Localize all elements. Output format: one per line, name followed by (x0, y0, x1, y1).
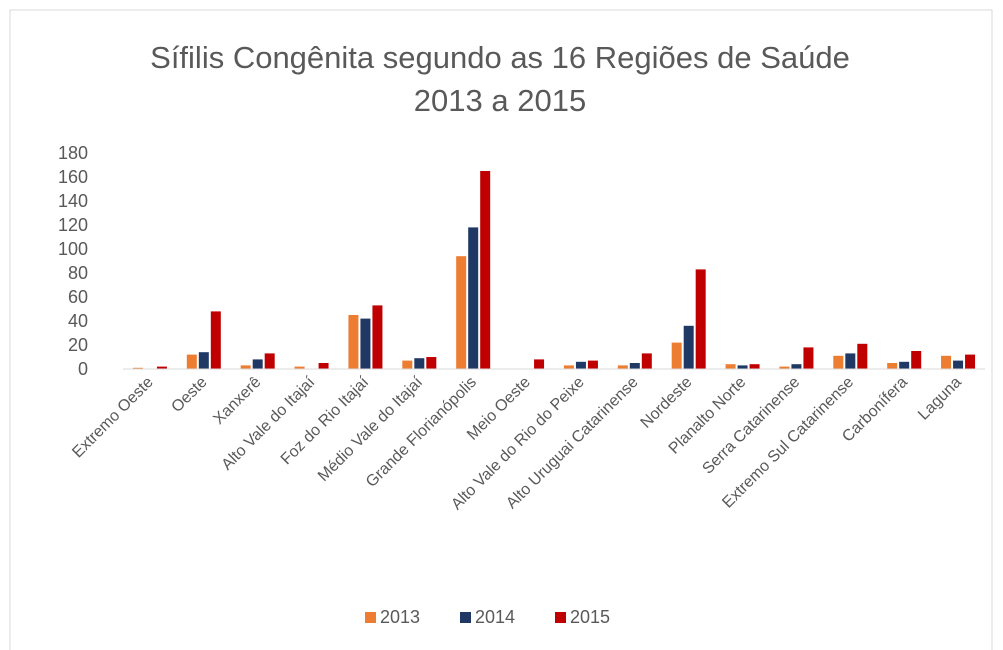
bar (186, 354, 197, 369)
bar (294, 366, 305, 369)
y-tick-label: 20 (68, 335, 88, 355)
bar (911, 351, 922, 369)
bar (414, 358, 425, 369)
bar (318, 363, 329, 369)
bar (360, 318, 371, 369)
y-tick-label: 120 (58, 215, 88, 235)
bar (857, 343, 868, 369)
bar (156, 366, 167, 369)
y-tick-label: 180 (58, 143, 88, 163)
y-tick-label: 160 (58, 167, 88, 187)
chart-title: Sífilis Congênita segundo as 16 Regiões … (150, 40, 850, 75)
legend-swatch (555, 612, 566, 623)
bar (210, 311, 221, 369)
bar (563, 365, 574, 369)
bar (575, 361, 586, 369)
bar (779, 366, 790, 369)
y-tick-label: 40 (68, 311, 88, 331)
bar (833, 355, 844, 369)
bar (587, 360, 598, 369)
chart-title: 2013 a 2015 (414, 83, 586, 118)
y-tick-label: 60 (68, 287, 88, 307)
bar (899, 361, 910, 369)
bar (348, 315, 359, 369)
legend-label: 2013 (380, 607, 420, 627)
legend-swatch (460, 612, 471, 623)
bar (953, 360, 964, 369)
bar (252, 359, 263, 369)
bar (198, 352, 209, 369)
bar (803, 347, 814, 369)
bar (683, 325, 694, 369)
bar (617, 365, 628, 369)
y-tick-label: 140 (58, 191, 88, 211)
bar (641, 353, 652, 369)
bar (402, 360, 413, 369)
bar (737, 365, 748, 369)
bar (480, 171, 491, 369)
bar (629, 363, 640, 369)
legend-swatch (365, 612, 376, 623)
y-tick-label: 0 (78, 359, 88, 379)
y-tick-label: 100 (58, 239, 88, 259)
bar (941, 355, 952, 369)
bar (372, 305, 383, 369)
bar (695, 269, 706, 369)
bar (845, 353, 856, 369)
bar (426, 357, 437, 369)
bar (264, 353, 275, 369)
bar (456, 256, 467, 369)
legend-label: 2014 (475, 607, 515, 627)
bar (725, 364, 736, 369)
legend-label: 2015 (570, 607, 610, 627)
bar (887, 363, 898, 369)
bar (468, 227, 479, 369)
bar (791, 364, 802, 369)
bar (132, 367, 143, 369)
bar (749, 364, 760, 369)
y-tick-label: 80 (68, 263, 88, 283)
bar (534, 359, 545, 369)
chart-border (9, 9, 993, 650)
bar (671, 342, 682, 369)
bar (965, 354, 976, 369)
bar (240, 365, 251, 369)
